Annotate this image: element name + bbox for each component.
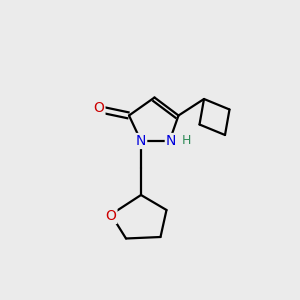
- Text: O: O: [94, 101, 104, 115]
- Text: H: H: [181, 134, 191, 148]
- Text: O: O: [106, 209, 116, 223]
- Text: N: N: [166, 134, 176, 148]
- Text: N: N: [136, 134, 146, 148]
